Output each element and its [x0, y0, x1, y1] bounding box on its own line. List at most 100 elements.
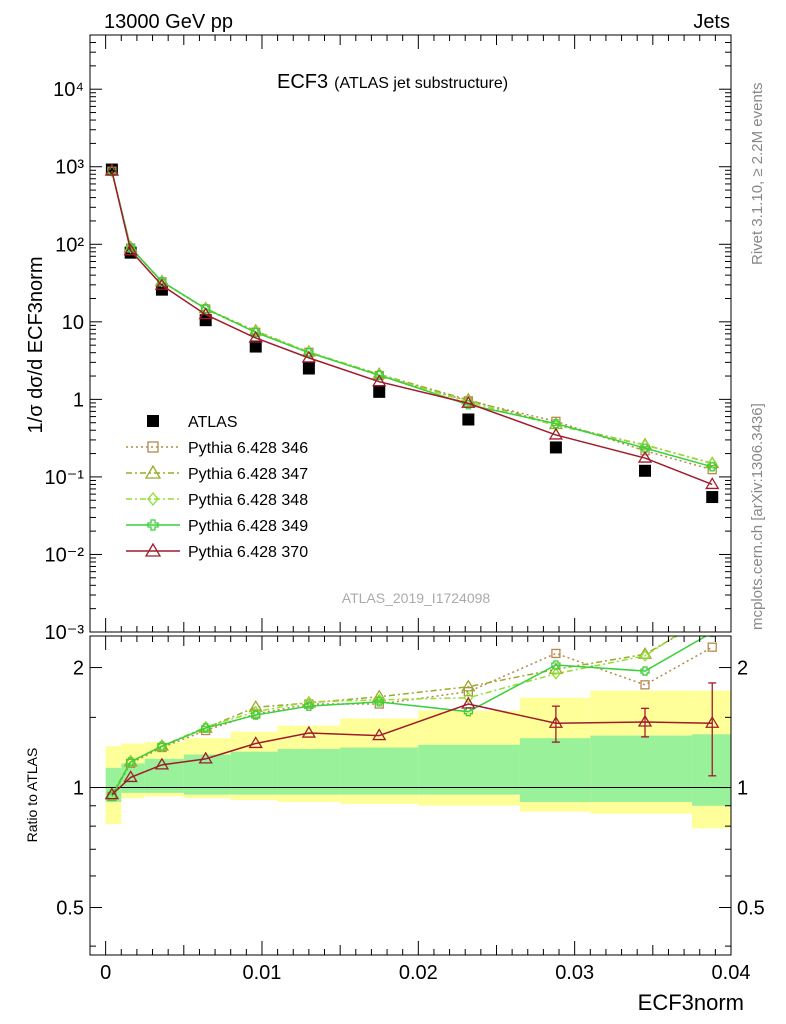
legend-item: Pythia 6.428 348: [126, 491, 308, 509]
series-point-5: [104, 163, 120, 176]
legend-marker: [144, 542, 162, 557]
x-tick-label: 0.01: [243, 962, 282, 984]
ratio-panel: 0.5 0.5 1 1 2 2 0 0.01 0.02 0.03 0.04: [56, 607, 765, 984]
series-point-4: [304, 348, 314, 358]
watermark: ATLAS_2019_I1724098: [342, 590, 491, 606]
ratio-point-4: [640, 666, 650, 676]
ratio-point-5: [198, 751, 213, 764]
series-point-5: [248, 330, 263, 343]
y-tick-label: 10²: [55, 234, 84, 256]
series-point-4: [157, 276, 167, 287]
y-tick-label: 10³: [55, 157, 84, 179]
legend-label: Pythia 6.428 347: [188, 466, 308, 483]
band_inner-bin: [121, 763, 145, 793]
y-tick-label: 10⁻²: [45, 544, 85, 566]
series-point-5: [372, 374, 387, 387]
y-tick-label: 1: [73, 389, 84, 411]
data-point-atlas: [302, 362, 315, 375]
x-tick-label: 0: [100, 962, 111, 984]
series-point-5: [154, 278, 170, 290]
ratio-y-tick-label-right: 0.5: [737, 897, 765, 919]
ratio-point-1: [640, 680, 650, 690]
ratio-point-4: [463, 707, 473, 717]
data-point-atlas: [639, 464, 652, 477]
ratio-line-4: [111, 636, 708, 797]
ratio-point-4: [125, 757, 136, 767]
series-point-5: [461, 395, 476, 408]
legend-marker: [147, 441, 159, 453]
ratio-point-3: [250, 705, 261, 718]
ratio-y-tick-label-left: 0.5: [56, 897, 84, 919]
band_inner-bin: [418, 744, 520, 795]
x-axis-label: ECF3norm: [638, 990, 744, 1015]
legend-marker: [147, 415, 159, 427]
ratio-y-tick-label-left: 2: [73, 658, 84, 680]
legend-label: Pythia 6.428 346: [188, 440, 308, 457]
band_inner-bin: [691, 734, 731, 806]
ratio-point-3: [640, 649, 650, 662]
legend-marker: [147, 491, 159, 507]
chart-title: ECF3 (ATLAS jet substructure): [277, 71, 508, 93]
ratio-point-3: [708, 607, 716, 617]
band_inner-bin: [519, 738, 591, 802]
band_inner-bin: [277, 748, 341, 795]
ratio-line-1: [111, 646, 713, 797]
ratio-point-2: [706, 610, 718, 620]
series-point-3: [640, 439, 650, 452]
band_inner-bin: [590, 735, 692, 802]
ratio-point-2: [372, 689, 387, 702]
ratio-line-5: [111, 703, 713, 796]
data-point-atlas: [373, 385, 386, 398]
series-point-4: [551, 418, 561, 429]
band_inner-bin: [340, 747, 419, 795]
ratio-point-2: [461, 679, 476, 692]
ratio-point-4: [374, 697, 384, 707]
ratio-point-5: [154, 757, 170, 770]
x-tick-label: 0.02: [399, 962, 438, 984]
legend-label: Pythia 6.428 370: [188, 544, 308, 561]
y-tick-label: 10⁴: [53, 79, 84, 101]
header-left: 13000 GeV pp: [104, 11, 233, 33]
y-tick-label: 10⁻¹: [45, 467, 85, 489]
ratio-point-5: [248, 736, 263, 749]
ratio-point-4: [551, 660, 561, 670]
legend-item: Pythia 6.428 347: [126, 464, 308, 483]
x-tick-label: 0.03: [555, 962, 594, 984]
ratio-point-4: [157, 741, 167, 751]
legend-item: ATLAS: [147, 414, 238, 431]
legend-marker: [147, 519, 159, 531]
ratio-y-tick-label-right: 1: [737, 778, 748, 800]
data-point-atlas: [706, 491, 719, 504]
series-point-5: [637, 450, 653, 463]
legend-item: Pythia 6.428 349: [126, 518, 308, 535]
ratio-point-4: [304, 701, 314, 711]
y-axis-label-main: 1/σ dσ/d ECF3norm: [25, 257, 47, 434]
series-point-3: [707, 456, 718, 470]
ratio-point-5: [301, 725, 317, 738]
ratio-point-1: [551, 648, 561, 659]
data-point-atlas: [462, 413, 475, 426]
main-panel: 10⁻³ 10⁻² 10⁻¹ 1 10 10² 10³ 10⁴: [45, 34, 732, 644]
ratio-frame: [89, 635, 732, 956]
main-frame: [89, 34, 732, 633]
ratio-point-3: [551, 667, 561, 680]
data-point-atlas: [249, 340, 262, 353]
data-point-atlas: [199, 314, 212, 327]
ratio-point-3: [463, 691, 474, 704]
band_inner-bin: [230, 751, 278, 795]
series-point-5: [301, 350, 317, 363]
data-point-atlas: [549, 441, 562, 454]
ratio-point-4: [251, 710, 261, 720]
series-point-1: [707, 465, 717, 475]
rivet-label: Rivet 3.1.10, ≥ 2.2M events: [749, 83, 766, 266]
series-line-5: [111, 170, 713, 486]
ratio-point-5: [461, 696, 476, 709]
series-point-1: [640, 446, 650, 456]
header-right: Jets: [693, 11, 730, 33]
ratio-y-tick-label-right: 2: [737, 658, 748, 680]
y-axis-label-ratio: Ratio to ATLAS: [24, 748, 40, 843]
ratio-point-4: [201, 723, 211, 733]
legend-label: Pythia 6.428 348: [188, 492, 308, 509]
series-point-4: [125, 242, 136, 253]
